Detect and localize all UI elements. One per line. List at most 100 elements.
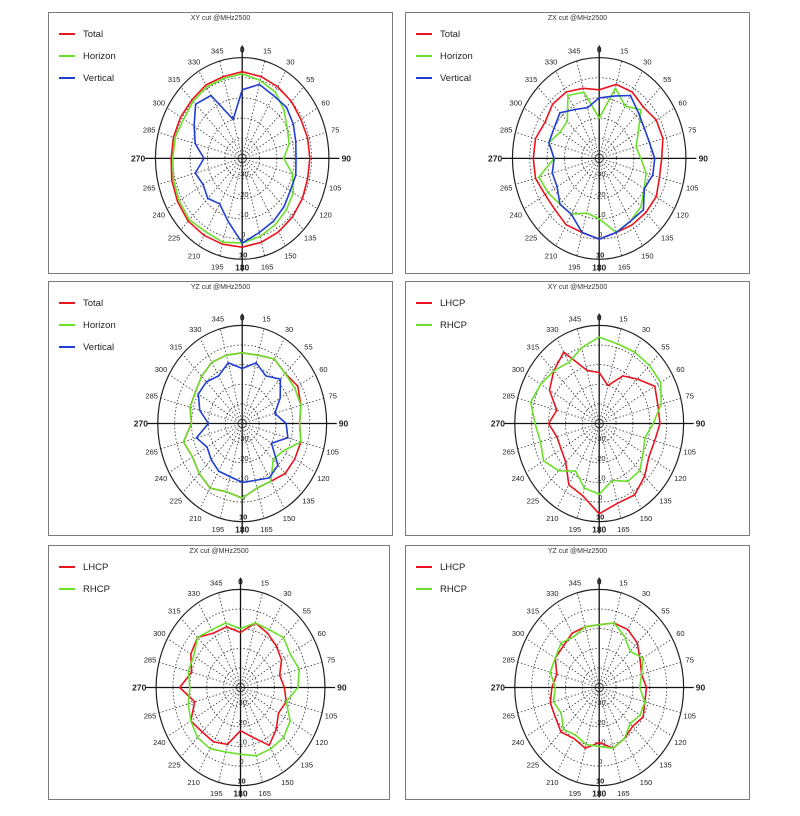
grid-spoke bbox=[158, 131, 243, 159]
grid-spoke bbox=[576, 592, 600, 688]
radial-tick-label: -10 bbox=[238, 210, 249, 219]
series-line-vertical bbox=[193, 83, 297, 244]
series-line-vertical bbox=[195, 362, 289, 484]
angle-tick-label: 150 bbox=[641, 251, 654, 260]
grid-spoke bbox=[515, 158, 600, 185]
grid-spoke bbox=[525, 638, 600, 688]
grid-spoke bbox=[242, 131, 327, 159]
legend-swatch bbox=[59, 55, 75, 57]
angle-tick-label: 330 bbox=[545, 57, 558, 66]
radial-tick-label: -10 bbox=[595, 210, 606, 219]
polar-grid: 0 15 30 55 60 75 90 105 120 135 150 165 180 195 210 225… bbox=[491, 576, 706, 798]
angle-tick-label: 300 bbox=[512, 365, 525, 374]
angle-tick-label: 90 bbox=[337, 683, 347, 693]
angle-tick-label: 195 bbox=[568, 263, 581, 272]
angle-tick-label: 30 bbox=[642, 589, 650, 598]
grid-spoke bbox=[160, 397, 243, 424]
legend: LHCP RHCP bbox=[59, 556, 110, 600]
grid-spoke bbox=[241, 353, 303, 424]
grid-spoke bbox=[241, 423, 316, 473]
legend-swatch bbox=[59, 324, 75, 326]
angle-tick-label: 150 bbox=[283, 514, 296, 523]
grid-spoke bbox=[182, 353, 243, 424]
grid-spoke bbox=[241, 338, 285, 424]
chart-title: YZ cut @MHz2500 bbox=[547, 548, 608, 555]
radial-tick-label: -10 bbox=[238, 473, 249, 482]
angle-tick-label: 75 bbox=[686, 391, 694, 400]
legend-item-rhcp: RHCP bbox=[59, 578, 110, 600]
legend: LHCP RHCP bbox=[416, 556, 467, 600]
angle-tick-label: 60 bbox=[321, 98, 329, 107]
legend-swatch bbox=[416, 566, 432, 568]
angle-tick-label: 90 bbox=[342, 153, 352, 163]
grid-spoke bbox=[166, 107, 243, 159]
angle-tick-label: 265 bbox=[144, 712, 157, 721]
grid-spoke bbox=[525, 687, 600, 737]
radial-tick-label: 10 bbox=[239, 250, 247, 259]
legend-item-total: Total bbox=[59, 23, 116, 45]
grid-spoke bbox=[241, 70, 286, 159]
chart-panel-6: YZ cut @MHz2500 0 15 30 55 60 75 90 105 120 135 15… bbox=[405, 545, 750, 800]
angle-tick-label: 60 bbox=[318, 629, 326, 638]
angle-tick-label: 150 bbox=[640, 514, 653, 523]
angle-tick-label: 180 bbox=[235, 525, 249, 535]
polar-grid: 0 15 30 55 60 75 90 105 120 135 150 165 180 195 210 225… bbox=[491, 312, 706, 534]
angle-tick-label: 30 bbox=[286, 57, 294, 66]
angle-tick-label: 210 bbox=[546, 778, 559, 787]
legend-item-vertical: Vertical bbox=[59, 336, 116, 358]
radial-tick-label: 10 bbox=[596, 513, 604, 522]
radial-tick-label: -20 bbox=[236, 718, 247, 727]
grid-spoke bbox=[599, 397, 681, 424]
grid-spoke bbox=[517, 661, 600, 688]
angle-tick-label: 330 bbox=[187, 589, 200, 598]
angle-tick-label: 240 bbox=[153, 210, 166, 219]
radial-tick-label: -10 bbox=[595, 737, 606, 746]
angle-tick-label: 55 bbox=[663, 75, 671, 84]
radial-tick-label: -30 bbox=[595, 698, 606, 707]
angle-tick-label: 210 bbox=[188, 251, 201, 260]
chart-title: ZX cut @MHz2500 bbox=[547, 15, 608, 22]
angle-tick-label: 30 bbox=[283, 589, 291, 598]
angle-tick-label: 15 bbox=[262, 314, 270, 323]
polar-chart: 0 15 30 55 60 75 90 105 120 135 150 165 180 195 210 225… bbox=[134, 312, 349, 534]
grid-spoke bbox=[598, 86, 661, 159]
polar-grid: 0 15 30 55 60 75 90 105 120 135 150 165 180 195 210 225… bbox=[488, 44, 708, 272]
angle-tick-label: 225 bbox=[527, 761, 540, 770]
chart-title: XY cut @MHz2500 bbox=[190, 15, 251, 22]
polar-grid: 0 15 30 55 60 75 90 105 120 135 150 165 180 195 210 225… bbox=[134, 312, 349, 534]
legend-swatch bbox=[59, 33, 75, 35]
angle-tick-label: 105 bbox=[326, 448, 339, 457]
angle-tick-label: 210 bbox=[187, 778, 200, 787]
grid-spoke bbox=[218, 687, 241, 783]
grid-spoke bbox=[182, 423, 243, 494]
angle-tick-label: 0 bbox=[597, 576, 602, 586]
angle-tick-label: 225 bbox=[525, 234, 538, 243]
angle-tick-label: 15 bbox=[619, 314, 627, 323]
chart-panel-3: YZ cut @MHz2500 0 15 30 55 60 75 90 105 120 135 15… bbox=[48, 281, 393, 536]
grid-spoke bbox=[598, 70, 643, 159]
polar-chart: 0 15 30 55 60 75 90 105 120 135 150 165 180 195 210 225… bbox=[491, 576, 706, 798]
legend-swatch bbox=[59, 302, 75, 304]
grid-spoke bbox=[219, 423, 243, 519]
angle-tick-label: 195 bbox=[569, 789, 582, 798]
grid-spoke bbox=[241, 158, 266, 256]
legend: LHCP RHCP bbox=[416, 292, 467, 336]
grid-spoke bbox=[167, 638, 241, 688]
legend-label: Vertical bbox=[83, 341, 115, 353]
grid-spoke bbox=[539, 423, 600, 494]
angle-tick-label: 265 bbox=[145, 448, 158, 457]
legend-label: RHCP bbox=[440, 319, 467, 331]
grid-spoke bbox=[598, 638, 673, 688]
grid-spoke bbox=[537, 158, 600, 230]
series-line-vertical bbox=[548, 94, 656, 240]
angle-tick-label: 105 bbox=[325, 712, 338, 721]
grid-spoke bbox=[576, 423, 600, 519]
angle-tick-label: 265 bbox=[502, 712, 515, 721]
grid-spoke bbox=[240, 687, 323, 714]
grid-spoke bbox=[525, 374, 600, 424]
angle-tick-label: 75 bbox=[329, 391, 337, 400]
grid-spoke bbox=[537, 86, 600, 159]
polar-grid: 0 15 30 55 60 75 90 105 120 135 150 165 180 195 210 225… bbox=[132, 576, 347, 798]
grid-spoke bbox=[240, 617, 301, 688]
chart-panel-1: XY cut @MHz2500 0 15 30 55 60 75 90 105 120 135 15… bbox=[48, 12, 393, 274]
